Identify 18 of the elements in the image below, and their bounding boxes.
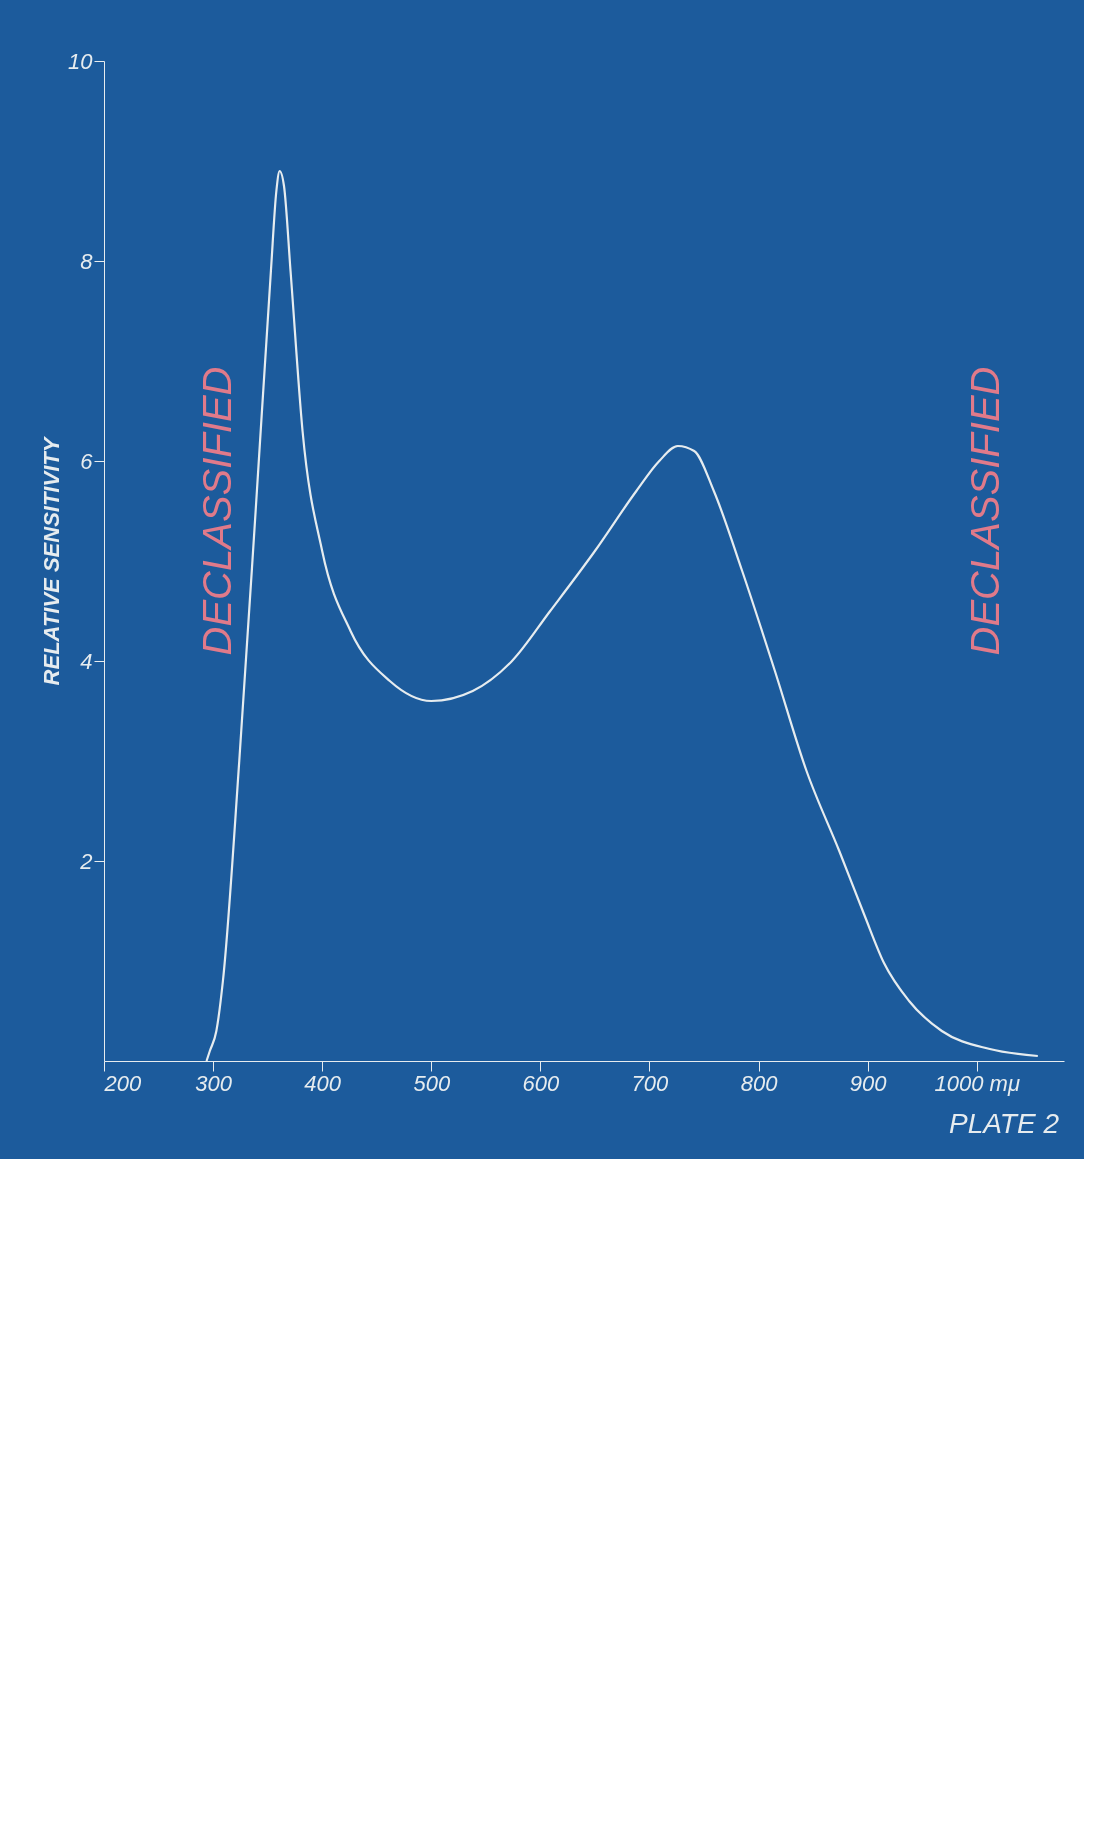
x-tick-label: 600: [522, 1070, 560, 1096]
annotation: DECLASSIFIED: [195, 366, 240, 656]
y-tick-label: 4: [80, 648, 93, 674]
x-tick-label: 900: [849, 1070, 888, 1096]
x-tick-label: 500: [413, 1070, 451, 1096]
y-tick-label: 6: [80, 448, 94, 474]
text: PLATE 2: [949, 1108, 1060, 1139]
x-tick-label: 1000 mμ: [934, 1070, 1020, 1096]
x-tick-label: 300: [195, 1070, 233, 1096]
y-tick-label: 8: [80, 248, 94, 274]
x-tick-label: 800: [740, 1070, 779, 1096]
x-tick-label: 700: [631, 1070, 670, 1096]
annotation: DECLASSIFIED: [963, 366, 1008, 656]
x-tick-label: 400: [304, 1070, 342, 1096]
y-tick-label: 2: [79, 848, 93, 874]
y-tick-label: 10: [68, 48, 94, 74]
y-axis-title: RELATIVE SENSITIVITY: [39, 435, 65, 686]
x-tick-label: 200: [103, 1070, 142, 1096]
